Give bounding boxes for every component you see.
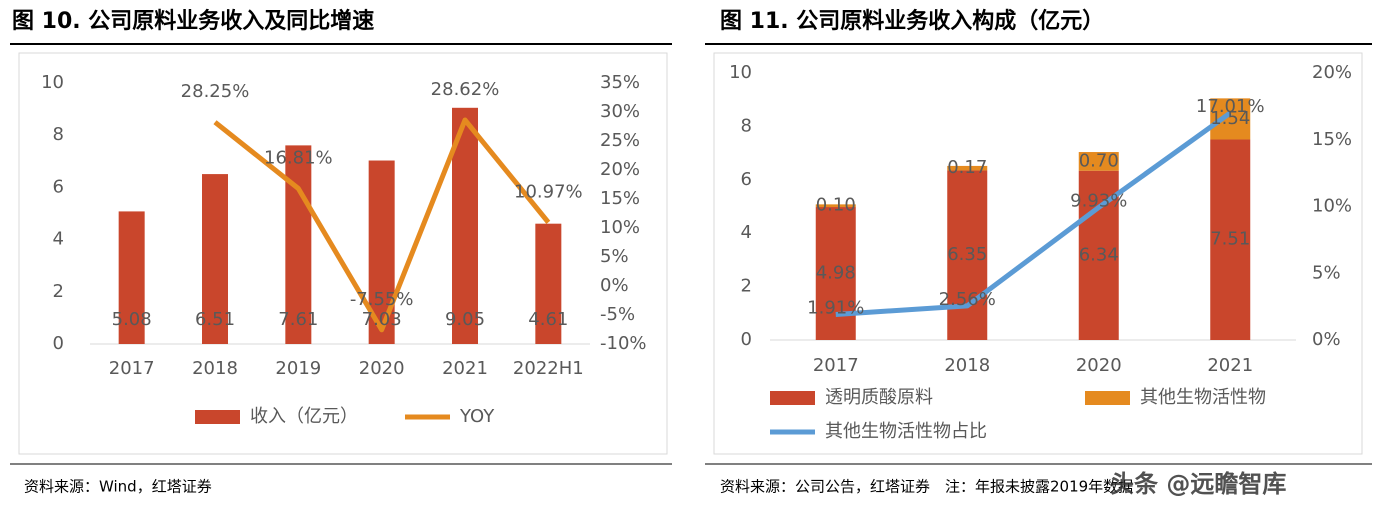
y-tick-label: 6 [53, 176, 64, 197]
x-tick-label: 2020 [359, 358, 405, 379]
legend-swatch [770, 391, 815, 405]
legend-swatch [195, 410, 240, 424]
data-label: 16.81% [264, 148, 333, 169]
y-tick-label: 4 [53, 229, 64, 250]
y2-tick-label: 25% [600, 130, 640, 151]
data-label: 7.51 [1210, 229, 1250, 250]
x-tick-label: 2019 [275, 358, 321, 379]
legend-label: 其他生物活性物占比 [825, 421, 987, 442]
data-label: 1.54 [1210, 108, 1250, 129]
legend-label: 透明质酸原料 [825, 387, 933, 408]
y2-tick-label: 35% [600, 72, 640, 93]
y2-tick-label: 5% [1312, 262, 1341, 283]
data-label: -7.55% [350, 289, 414, 310]
y2-tick-label: 20% [1312, 62, 1352, 83]
y2-tick-label: -5% [600, 304, 635, 325]
y2-tick-label: 20% [600, 159, 640, 180]
data-label: 7.03 [362, 309, 402, 330]
y-tick-label: 10 [729, 62, 752, 83]
bar [118, 211, 145, 344]
x-tick-label: 2022H1 [513, 358, 584, 379]
source-note: 资料来源：Wind，红塔证券 [24, 478, 212, 496]
data-label: 1.91% [807, 298, 864, 319]
y-tick-label: 0 [53, 333, 64, 354]
y-tick-label: 2 [741, 276, 752, 297]
y2-tick-label: 15% [600, 188, 640, 209]
legend-label: 其他生物活性物 [1140, 387, 1266, 408]
y-tick-label: 0 [741, 329, 752, 350]
bar [1210, 139, 1251, 340]
x-tick-label: 2021 [1207, 355, 1253, 376]
x-tick-label: 2017 [109, 358, 155, 379]
data-label: 2.56% [939, 289, 996, 310]
x-tick-label: 2020 [1076, 355, 1122, 376]
bar [815, 204, 856, 208]
chart-title: 图 11. 公司原料业务收入构成（亿元） [720, 8, 1104, 34]
bar [1078, 152, 1119, 171]
y-tick-label: 10 [41, 72, 64, 93]
y-tick-label: 8 [741, 115, 752, 136]
bar [815, 207, 856, 340]
y2-tick-label: 5% [600, 246, 629, 267]
y2-tick-label: 10% [600, 217, 640, 238]
data-label: 28.62% [431, 79, 500, 100]
x-tick-label: 2021 [442, 358, 488, 379]
chart-frame [18, 52, 668, 455]
data-label: 9.05 [445, 309, 485, 330]
data-label: 10.97% [514, 181, 583, 202]
bar [1210, 98, 1251, 140]
x-tick-label: 2017 [813, 355, 859, 376]
bar [947, 170, 988, 340]
y-tick-label: 8 [53, 124, 64, 145]
bar [947, 165, 988, 171]
y2-tick-label: 0% [600, 275, 629, 296]
y-tick-label: 4 [741, 222, 752, 243]
data-label: 0.70 [1079, 150, 1119, 171]
legend-label: YOY [459, 406, 495, 427]
y-tick-label: 2 [53, 281, 64, 302]
chart-title: 图 10. 公司原料业务收入及同比增速 [12, 8, 374, 34]
y2-tick-label: 30% [600, 101, 640, 122]
data-label: 5.08 [112, 309, 152, 330]
data-label: 28.25% [181, 81, 250, 102]
y2-tick-label: 15% [1312, 129, 1352, 150]
line [835, 110, 1232, 317]
data-label: 0.17 [947, 157, 987, 178]
source-note: 资料来源：公司公告，红塔证券 注：年报未披露2019年数据 [720, 478, 1133, 496]
x-tick-label: 2018 [192, 358, 238, 379]
bar [202, 174, 228, 344]
data-label: 4.98 [816, 263, 856, 284]
data-label: 17.01% [1196, 96, 1265, 117]
chart-frame [713, 52, 1363, 455]
y2-tick-label: -10% [600, 333, 647, 354]
data-label: 7.61 [278, 309, 318, 330]
data-label: 0.10 [816, 195, 856, 216]
data-label: 9.93% [1070, 190, 1127, 211]
data-label: 6.51 [195, 309, 235, 330]
data-label: 6.34 [1079, 244, 1119, 265]
y2-tick-label: 10% [1312, 196, 1352, 217]
line [213, 117, 551, 333]
legend-label: 收入（亿元） [250, 406, 358, 427]
y-tick-label: 6 [741, 169, 752, 190]
data-label: 4.61 [528, 309, 568, 330]
legend-swatch [1085, 391, 1130, 405]
y2-tick-label: 0% [1312, 329, 1341, 350]
x-tick-label: 2018 [944, 355, 990, 376]
watermark: 头条 @远瞻智库 [1110, 470, 1286, 498]
bar [535, 223, 562, 344]
data-label: 6.35 [947, 244, 987, 265]
